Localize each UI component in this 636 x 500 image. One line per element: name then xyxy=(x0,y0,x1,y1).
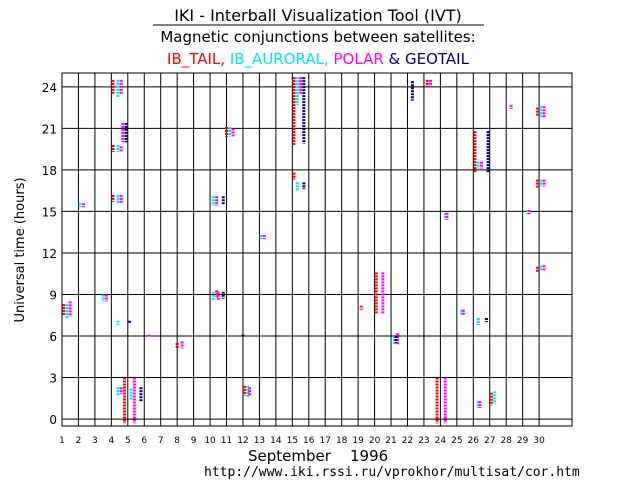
x-tick-label: 14 xyxy=(270,436,282,446)
x-tick-label: 28 xyxy=(500,436,512,446)
x-tick-label: 16 xyxy=(303,436,315,446)
data-marks xyxy=(62,77,546,424)
y-tick-label: 15 xyxy=(42,205,57,219)
y-tick-labels: 0 3 6 9 12 15 18 21 24 xyxy=(42,81,57,427)
x-tick-labels: 1 2 3 4 5 6 7 8 9 10 11 12 13 14 15 16 17 18 19 20 21 22 23 24 2… xyxy=(59,436,545,446)
x-tick-label: 23 xyxy=(418,436,429,446)
x-tick-label: 13 xyxy=(254,436,265,446)
x-tick-label: 5 xyxy=(125,436,131,446)
plot-frame xyxy=(61,72,573,427)
x-tick-label: 17 xyxy=(319,436,330,446)
x-tick-label: 7 xyxy=(158,436,164,446)
y-tick-label: 0 xyxy=(49,413,57,427)
x-tick-label: 26 xyxy=(468,436,480,446)
x-tick-label: 27 xyxy=(484,436,495,446)
x-tick-label: 29 xyxy=(517,436,529,446)
x-tick-label: 15 xyxy=(287,436,298,446)
y-tick-label: 12 xyxy=(42,247,57,261)
x-tick-label: 2 xyxy=(76,436,82,446)
y-tick-label: 9 xyxy=(49,288,57,302)
x-tick-label: 11 xyxy=(221,436,232,446)
legend-polar: POLAR xyxy=(334,50,384,68)
x-tick-label: 19 xyxy=(352,436,364,446)
legend-geotail: & GEOTAIL xyxy=(389,50,470,68)
x-tick-label: 22 xyxy=(402,436,413,446)
x-tick-label: 25 xyxy=(451,436,462,446)
x-tick-label: 10 xyxy=(204,436,216,446)
y-tick-label: 24 xyxy=(42,81,57,95)
x-tick-label: 12 xyxy=(237,436,248,446)
legend-ib-auroral: IB_AURORAL, xyxy=(230,50,329,69)
x-tick-label: 6 xyxy=(141,436,147,446)
footer-url: http://www.iki.rssi.ru/vprokhor/multisat… xyxy=(204,465,580,480)
y-axis-label: Universal time (hours) xyxy=(13,177,28,322)
x-tick-label: 24 xyxy=(435,436,447,446)
x-tick-label: 18 xyxy=(336,436,348,446)
x-tick-label: 21 xyxy=(385,436,396,446)
x-tick-label: 9 xyxy=(191,436,197,446)
x-tick-label: 3 xyxy=(92,436,98,446)
x-tick-label: 20 xyxy=(369,436,381,446)
grid xyxy=(61,73,572,426)
legend: IB_TAIL, IB_AURORAL, POLAR & GEOTAIL xyxy=(167,50,470,69)
chart-title: IKI - Interball Visualization Tool (IVT) xyxy=(174,6,462,25)
legend-ib-tail: IB_TAIL, xyxy=(167,50,225,69)
y-tick-label: 6 xyxy=(49,330,57,344)
x-tick-label: 30 xyxy=(533,436,545,446)
x-axis-label: September 1996 xyxy=(248,447,388,465)
x-tick-label: 4 xyxy=(108,436,114,446)
y-tick-label: 21 xyxy=(42,122,57,136)
chart-subtitle: Magnetic conjunctions between satellites… xyxy=(160,28,475,46)
x-tick-label: 1 xyxy=(59,436,65,446)
x-tick-label: 8 xyxy=(174,436,180,446)
y-tick-label: 18 xyxy=(42,164,57,178)
y-tick-label: 3 xyxy=(49,372,57,386)
